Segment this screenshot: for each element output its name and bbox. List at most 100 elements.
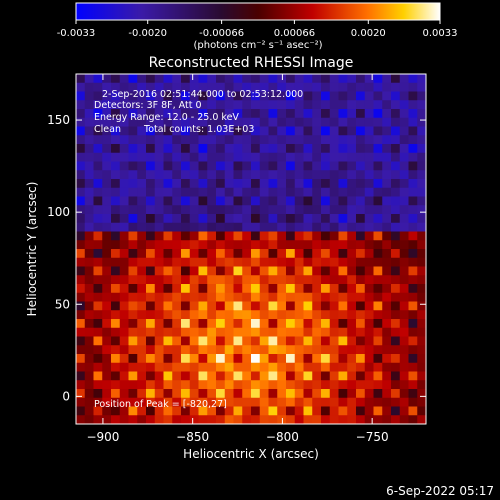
- heatmap-cell: [242, 275, 252, 285]
- heatmap-cell: [347, 406, 357, 416]
- colorbar-tick-label: -0.0033: [57, 28, 96, 39]
- heatmap-cell: [119, 179, 129, 189]
- heatmap-cell: [242, 144, 252, 154]
- heatmap-cell: [119, 275, 129, 285]
- heatmap-cell: [181, 170, 191, 180]
- heatmap-cell: [93, 82, 103, 92]
- heatmap-cell: [356, 214, 366, 224]
- total-counts-annotation: Total counts: 1.03E+03: [143, 124, 254, 135]
- heatmap-cell: [216, 327, 226, 337]
- heatmap-cell: [399, 170, 409, 180]
- heatmap-cell: [242, 74, 252, 84]
- heatmap-cell: [356, 380, 366, 390]
- heatmap-cell: [277, 91, 287, 101]
- heatmap-cell: [312, 406, 322, 416]
- heatmap-cell: [277, 371, 287, 381]
- heatmap-cell: [408, 170, 418, 180]
- heatmap-cell: [347, 240, 357, 250]
- heatmap-cell: [111, 380, 121, 390]
- heatmap-cell: [364, 397, 374, 407]
- heatmap-cell: [382, 397, 392, 407]
- heatmap-cell: [286, 187, 296, 197]
- heatmap-cell: [277, 100, 287, 110]
- heatmap-cell: [146, 257, 156, 267]
- heatmap-cell: [321, 362, 331, 372]
- heatmap-cell: [172, 109, 182, 119]
- heatmap-cell: [338, 126, 348, 136]
- heatmap-cell: [356, 231, 366, 241]
- heatmap-cell: [329, 205, 339, 215]
- heatmap-cell: [189, 91, 199, 101]
- heatmap-cell: [399, 319, 409, 329]
- heatmap-cell: [364, 310, 374, 320]
- heatmap-cell: [172, 415, 182, 424]
- heatmap-cell: [146, 187, 156, 197]
- heatmap-cell: [303, 371, 313, 381]
- heatmap-cell: [198, 240, 208, 250]
- heatmap-cell: [251, 362, 261, 372]
- heatmap-cell: [242, 371, 252, 381]
- heatmap-cell: [242, 109, 252, 119]
- heatmap-cell: [259, 82, 269, 92]
- heatmap-cell: [321, 161, 331, 171]
- heatmap-cell: [294, 336, 304, 346]
- heatmap-cell: [294, 187, 304, 197]
- heatmap-cell: [181, 389, 191, 399]
- heatmap-cell: [93, 91, 103, 101]
- heatmap-cell: [259, 310, 269, 320]
- heatmap-cell: [417, 362, 426, 372]
- heatmap-cell: [189, 179, 199, 189]
- heatmap-cell: [399, 336, 409, 346]
- heatmap-cell: [181, 301, 191, 311]
- heatmap-cell: [84, 389, 94, 399]
- heatmap-cell: [303, 319, 313, 329]
- heatmap-cell: [198, 406, 208, 416]
- heatmap-cell: [303, 345, 313, 355]
- heatmap-cell: [399, 301, 409, 311]
- heatmap-cell: [111, 257, 121, 267]
- heatmap-cell: [417, 266, 426, 276]
- time-range-annotation: 2-Sep-2016 02:51:44.000 to 02:53:12.000: [102, 89, 303, 100]
- heatmap-cell: [294, 380, 304, 390]
- heatmap-cell: [259, 345, 269, 355]
- heatmap-cell: [84, 266, 94, 276]
- heatmap-cell: [303, 135, 313, 145]
- heatmap-cell: [303, 380, 313, 390]
- heatmap-cell: [154, 91, 164, 101]
- heatmap-cell: [119, 82, 129, 92]
- heatmap-cell: [216, 144, 226, 154]
- heatmap-cell: [111, 100, 121, 110]
- heatmap-cell: [111, 82, 121, 92]
- heatmap-cell: [189, 214, 199, 224]
- heatmap-cell: [242, 319, 252, 329]
- heatmap-cell: [181, 214, 191, 224]
- heatmap-cell: [294, 310, 304, 320]
- heatmap-cell: [181, 292, 191, 302]
- heatmap-cell: [303, 170, 313, 180]
- heatmap-cell: [251, 345, 261, 355]
- heatmap-cell: [198, 144, 208, 154]
- heatmap-cell: [119, 231, 129, 241]
- heatmap-cell: [294, 371, 304, 381]
- heatmap-cell: [128, 310, 138, 320]
- heatmap-cell: [84, 319, 94, 329]
- heatmap-cell: [181, 100, 191, 110]
- heatmap-cell: [207, 257, 217, 267]
- heatmap-cell: [408, 249, 418, 259]
- heatmap-cell: [154, 179, 164, 189]
- heatmap-cell: [172, 362, 182, 372]
- heatmap-cell: [391, 205, 401, 215]
- heatmap-cell: [154, 345, 164, 355]
- heatmap-cell: [391, 117, 401, 127]
- heatmap-cell: [198, 135, 208, 145]
- heatmap-cell: [119, 161, 129, 171]
- heatmap-cell: [347, 74, 357, 84]
- heatmap-cell: [251, 152, 261, 162]
- heatmap-cell: [137, 362, 147, 372]
- heatmap-cell: [198, 266, 208, 276]
- heatmap-cell: [417, 319, 426, 329]
- heatmap-cell: [119, 266, 129, 276]
- heatmap-cell: [198, 74, 208, 84]
- heatmap-cell: [93, 415, 103, 424]
- heatmap-cell: [312, 257, 322, 267]
